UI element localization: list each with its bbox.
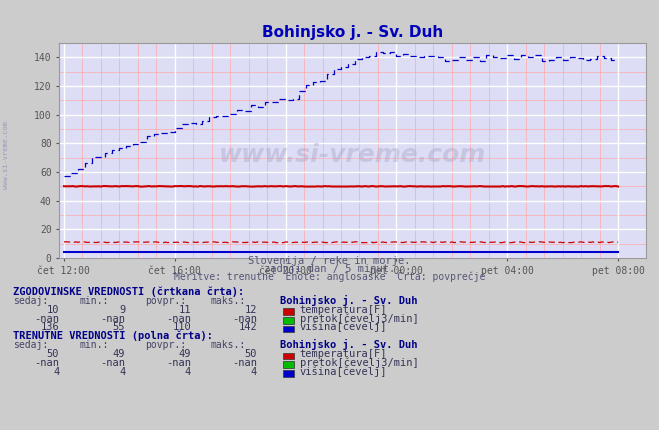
Text: www.si-vreme.com: www.si-vreme.com bbox=[219, 143, 486, 167]
Text: temperatura[F]: temperatura[F] bbox=[300, 305, 387, 315]
Text: zadnji dan / 5 minut.: zadnji dan / 5 minut. bbox=[264, 264, 395, 274]
Text: 142: 142 bbox=[239, 322, 257, 332]
Text: 4: 4 bbox=[251, 366, 257, 377]
Text: 50: 50 bbox=[244, 349, 257, 359]
Text: 55: 55 bbox=[113, 322, 125, 332]
Text: -nan: -nan bbox=[100, 358, 125, 368]
Text: temperatura[F]: temperatura[F] bbox=[300, 349, 387, 359]
Text: Bohinjsko j. - Sv. Duh: Bohinjsko j. - Sv. Duh bbox=[280, 339, 418, 350]
Text: -nan: -nan bbox=[166, 313, 191, 324]
Text: Bohinjsko j. - Sv. Duh: Bohinjsko j. - Sv. Duh bbox=[280, 295, 418, 306]
Text: sedaj:: sedaj: bbox=[13, 340, 48, 350]
Text: maks.:: maks.: bbox=[211, 340, 246, 350]
Text: TRENUTNE VREDNOSTI (polna črta):: TRENUTNE VREDNOSTI (polna črta): bbox=[13, 330, 213, 341]
Text: 4: 4 bbox=[185, 366, 191, 377]
Text: pretok[čevelj3/min]: pretok[čevelj3/min] bbox=[300, 313, 418, 324]
Text: 11: 11 bbox=[179, 305, 191, 315]
Text: -nan: -nan bbox=[100, 313, 125, 324]
Text: www.si-vreme.com: www.si-vreme.com bbox=[3, 121, 9, 189]
Text: Meritve: trenutne  Enote: anglosaške  Črta: povprečje: Meritve: trenutne Enote: anglosaške Črta… bbox=[174, 270, 485, 282]
Text: -nan: -nan bbox=[34, 313, 59, 324]
Text: pretok[čevelj3/min]: pretok[čevelj3/min] bbox=[300, 357, 418, 368]
Text: ZGODOVINSKE VREDNOSTI (črtkana črta):: ZGODOVINSKE VREDNOSTI (črtkana črta): bbox=[13, 286, 244, 297]
Text: -nan: -nan bbox=[34, 358, 59, 368]
Text: višina[čevelj]: višina[čevelj] bbox=[300, 322, 387, 332]
Text: -nan: -nan bbox=[232, 358, 257, 368]
Text: min.:: min.: bbox=[79, 296, 109, 306]
Text: -nan: -nan bbox=[232, 313, 257, 324]
Text: povpr.:: povpr.: bbox=[145, 296, 186, 306]
Text: 4: 4 bbox=[53, 366, 59, 377]
Text: Slovenija / reke in morje.: Slovenija / reke in morje. bbox=[248, 256, 411, 267]
Text: -nan: -nan bbox=[166, 358, 191, 368]
Text: 110: 110 bbox=[173, 322, 191, 332]
Text: 136: 136 bbox=[41, 322, 59, 332]
Text: 50: 50 bbox=[47, 349, 59, 359]
Text: 49: 49 bbox=[179, 349, 191, 359]
Text: 4: 4 bbox=[119, 366, 125, 377]
Text: povpr.:: povpr.: bbox=[145, 340, 186, 350]
Text: 49: 49 bbox=[113, 349, 125, 359]
Text: min.:: min.: bbox=[79, 340, 109, 350]
Text: višina[čevelj]: višina[čevelj] bbox=[300, 366, 387, 377]
Text: 9: 9 bbox=[119, 305, 125, 315]
Text: 12: 12 bbox=[244, 305, 257, 315]
Text: 10: 10 bbox=[47, 305, 59, 315]
Text: maks.:: maks.: bbox=[211, 296, 246, 306]
Text: sedaj:: sedaj: bbox=[13, 296, 48, 306]
Title: Bohinjsko j. - Sv. Duh: Bohinjsko j. - Sv. Duh bbox=[262, 25, 444, 40]
